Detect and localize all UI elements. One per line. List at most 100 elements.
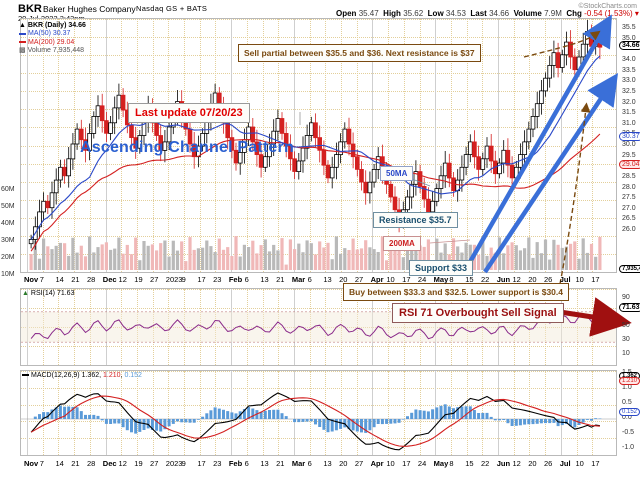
price-tick: 35.0 — [622, 34, 636, 42]
volume-tick: 60M — [1, 186, 15, 193]
x-axis-tick: 12 — [512, 459, 521, 468]
quote-open-label: Open — [336, 9, 357, 18]
x-axis-tick: Apr — [370, 275, 384, 284]
x-axis-tick: 17 — [591, 275, 600, 284]
x-axis-tick: May — [433, 275, 449, 284]
x-axis-tick: May — [433, 459, 449, 468]
legend-volume: ▩ Volume 7,935,448 — [19, 47, 85, 55]
x-axis-tick: Mar — [291, 275, 306, 284]
x-axis-tick: Apr — [370, 459, 384, 468]
quote-chg-label: Chg — [566, 9, 582, 18]
callout-ma200: 200MA — [383, 236, 421, 251]
macd-tick: 1.0 — [622, 384, 632, 391]
exchange-label: Nasdaq GS + BATS — [136, 4, 208, 13]
x-axis-tick: 12 — [118, 275, 127, 284]
price-tick: 35.5 — [622, 24, 636, 32]
macd-legend: MACD(12,26,9) 1.362, 1.210, 0.152 — [22, 372, 142, 379]
quote-low-label: Low — [427, 9, 444, 18]
x-axis-tick: Mar — [291, 459, 306, 468]
down-arrow-icon: ▾ — [634, 9, 639, 18]
x-axis-tick: 21 — [71, 459, 80, 468]
x-axis-tick: 19 — [134, 459, 143, 468]
price-tick: 27.0 — [622, 204, 636, 212]
price-tick: 28.5 — [622, 172, 636, 180]
x-axis-tick: 2023 — [165, 459, 183, 468]
price-highlight-tag: 29.04 — [619, 160, 640, 170]
x-axis-tick: Jul — [559, 275, 571, 284]
rsi-tick: 90 — [622, 294, 630, 301]
x-axis-tick: 19 — [134, 275, 143, 284]
x-axis-tick: 20 — [339, 459, 348, 468]
legend-ma200: MA(200) 29.04 — [19, 39, 86, 47]
x-axis-tick: 26 — [543, 275, 553, 284]
x-axis-tick: 27 — [354, 459, 364, 468]
legend-ma50: MA(50) 30.37 — [19, 30, 86, 38]
quote-open-value: 35.47 — [358, 9, 379, 18]
volume-tick: 30M — [1, 237, 15, 244]
price-highlight-tag: 30.37 — [619, 132, 640, 142]
quote-high-label: High — [383, 9, 401, 18]
price-tick: 29.5 — [622, 151, 636, 159]
x-axis-tick: 21 — [276, 459, 285, 468]
x-axis-tick: 8 — [449, 459, 454, 468]
x-axis-tick: 21 — [276, 275, 285, 284]
callout-sell-partial: Sell partial between $35.5 and $36. Next… — [238, 44, 481, 62]
x-axis-tick: 10 — [386, 275, 395, 284]
x-axis-tick: 27 — [150, 275, 159, 284]
macd-plot — [21, 392, 616, 451]
rsi-tick: 30 — [622, 336, 630, 343]
x-axis-tick: Nov — [24, 459, 39, 468]
x-axis-tick: 10 — [575, 459, 584, 468]
x-axis-tick: 20 — [528, 275, 537, 284]
x-axis-tick: 14 — [55, 459, 64, 468]
x-axis-tick: 21 — [71, 275, 80, 284]
x-axis-tick: 28 — [87, 459, 96, 468]
x-axis-tick: 17 — [402, 275, 411, 284]
x-axis-tick: 9 — [181, 275, 186, 284]
price-tick: 33.0 — [622, 77, 636, 85]
macd-swatch-icon — [22, 374, 29, 377]
ma50-swatch-icon — [19, 32, 26, 35]
macd-tick: -0.5 — [622, 429, 635, 436]
x-axis-tick: 6 — [307, 275, 312, 284]
volume-icon: ▩ — [19, 47, 26, 55]
x-axis-tick: Jun — [496, 459, 511, 468]
price-highlight-tag: 34.66 — [619, 41, 640, 51]
rsi-icon: ▲ — [22, 290, 29, 297]
x-axis-tick: 20 — [528, 459, 537, 468]
price-tick: 33.5 — [622, 66, 636, 74]
x-axis-tick: Jul — [559, 459, 571, 468]
x-axis-tick: 22 — [480, 275, 490, 284]
x-axis-tick: Feb — [228, 459, 243, 468]
company-name: Baker Hughes Company — [43, 4, 136, 14]
price-tick: 32.5 — [622, 88, 636, 96]
x-axis-tick: 20 — [339, 275, 348, 284]
x-axis-tick: 15 — [465, 459, 474, 468]
volume-tick: 40M — [1, 220, 15, 227]
quote-high-value: 35.62 — [403, 9, 424, 18]
price-tick: 28.0 — [622, 183, 636, 191]
x-axis-tick: 27 — [354, 275, 364, 284]
quote-volume-label: Volume — [513, 9, 542, 18]
macd-highlight-tag: 0.152 — [619, 408, 640, 417]
macd-tick: -1.0 — [622, 444, 635, 451]
quote-last-label: Last — [470, 9, 487, 18]
macd-tick: 0.0 — [622, 414, 632, 421]
x-axis-tick: Jun — [496, 275, 511, 284]
x-axis-tick: 17 — [197, 275, 206, 284]
x-axis-tick: 10 — [386, 459, 395, 468]
x-axis-tick: 17 — [402, 459, 411, 468]
x-axis-tick: 9 — [181, 459, 186, 468]
callout-ma50: 50MA — [380, 166, 414, 181]
macd-panel — [20, 370, 617, 456]
x-axis-tick: Dec — [102, 275, 117, 284]
price-tick: 32.0 — [622, 98, 636, 106]
x-axis-tick: 22 — [480, 459, 490, 468]
volume-tick: 10M — [1, 271, 15, 278]
rsi-gridlines — [21, 289, 616, 365]
callout-last-update: Last update 07/20/23 — [128, 103, 250, 123]
quote-chg-value: -0.54 (1.53%) — [584, 9, 633, 18]
price-tick: 30.0 — [622, 141, 636, 149]
chart-legend: ▲ BKR (Daily) 34.66 MA(50) 30.37 MA(200)… — [19, 22, 86, 56]
